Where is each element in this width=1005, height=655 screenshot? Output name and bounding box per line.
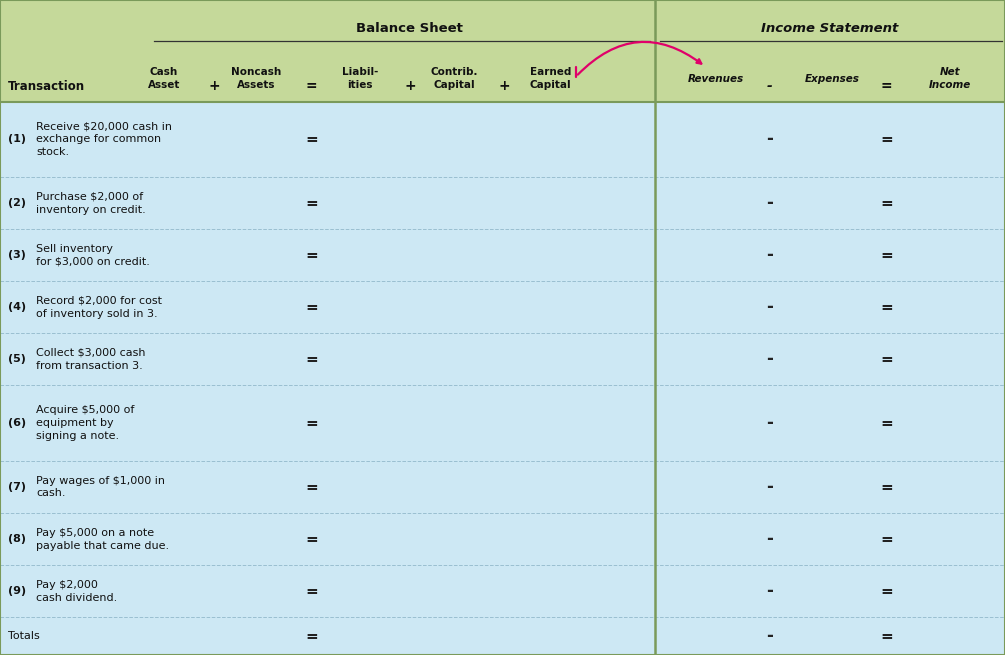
Text: =: =	[306, 352, 318, 367]
Text: Liabil-
ities: Liabil- ities	[342, 67, 378, 90]
Text: Sell inventory
for $3,000 on credit.: Sell inventory for $3,000 on credit.	[36, 244, 150, 267]
Text: (7): (7)	[8, 482, 26, 492]
Text: Receive $20,000 cash in
exchange for common
stock.: Receive $20,000 cash in exchange for com…	[36, 122, 172, 157]
Text: Transaction: Transaction	[8, 80, 85, 93]
Text: =: =	[306, 132, 318, 147]
Text: +: +	[498, 79, 511, 94]
Text: =: =	[880, 300, 892, 315]
Text: -: -	[767, 530, 773, 548]
Text: =: =	[880, 132, 892, 147]
Text: (4): (4)	[8, 303, 26, 312]
Text: Expenses: Expenses	[805, 73, 859, 84]
Text: Balance Sheet: Balance Sheet	[356, 22, 463, 35]
Text: -: -	[767, 414, 773, 432]
Text: =: =	[306, 79, 318, 94]
Text: =: =	[306, 300, 318, 315]
Text: (5): (5)	[8, 354, 26, 364]
Text: Net
Income: Net Income	[929, 67, 971, 90]
Text: Pay wages of $1,000 in
cash.: Pay wages of $1,000 in cash.	[36, 476, 165, 498]
Text: -: -	[767, 478, 773, 496]
Text: =: =	[880, 196, 892, 211]
Text: Pay $5,000 on a note
payable that came due.: Pay $5,000 on a note payable that came d…	[36, 528, 169, 550]
Text: =: =	[306, 629, 318, 644]
Text: Revenues: Revenues	[687, 73, 744, 84]
Text: =: =	[880, 416, 892, 431]
Text: (1): (1)	[8, 134, 26, 144]
Text: -: -	[767, 582, 773, 600]
Bar	[0, 0, 1005, 102]
Text: =: =	[880, 479, 892, 495]
Text: Acquire $5,000 of
equipment by
signing a note.: Acquire $5,000 of equipment by signing a…	[36, 405, 135, 441]
Text: -: -	[767, 195, 773, 212]
Text: +: +	[208, 79, 220, 94]
Text: Purchase $2,000 of
inventory on credit.: Purchase $2,000 of inventory on credit.	[36, 192, 146, 215]
Text: =: =	[880, 584, 892, 599]
Text: Earned
Capital: Earned Capital	[530, 67, 572, 90]
Text: =: =	[306, 532, 318, 547]
Text: Totals: Totals	[8, 631, 40, 641]
Text: =: =	[880, 352, 892, 367]
Text: -: -	[767, 79, 773, 94]
Text: -: -	[767, 350, 773, 368]
Text: =: =	[306, 248, 318, 263]
Bar	[0, 102, 1005, 655]
Text: =: =	[306, 479, 318, 495]
Text: Pay $2,000
cash dividend.: Pay $2,000 cash dividend.	[36, 580, 118, 603]
Text: Noncash
Assets: Noncash Assets	[231, 67, 281, 90]
Text: Collect $3,000 cash
from transaction 3.: Collect $3,000 cash from transaction 3.	[36, 348, 146, 371]
Text: =: =	[880, 248, 892, 263]
Text: (9): (9)	[8, 586, 26, 596]
Text: -: -	[767, 298, 773, 316]
Text: -: -	[767, 246, 773, 264]
Text: (8): (8)	[8, 534, 26, 544]
Text: Record $2,000 for cost
of inventory sold in 3.: Record $2,000 for cost of inventory sold…	[36, 296, 162, 319]
Text: -: -	[767, 130, 773, 149]
Text: Income Statement: Income Statement	[762, 22, 898, 35]
Text: =: =	[880, 79, 892, 94]
Text: (6): (6)	[8, 418, 26, 428]
Text: =: =	[306, 196, 318, 211]
Text: (2): (2)	[8, 198, 26, 208]
Text: Contrib.
Capital: Contrib. Capital	[430, 67, 478, 90]
Text: =: =	[306, 584, 318, 599]
Text: =: =	[880, 629, 892, 644]
Text: Cash
Asset: Cash Asset	[148, 67, 180, 90]
Text: +: +	[404, 79, 416, 94]
Text: -: -	[767, 627, 773, 645]
Text: =: =	[306, 416, 318, 431]
Text: =: =	[880, 532, 892, 547]
Text: (3): (3)	[8, 250, 26, 260]
